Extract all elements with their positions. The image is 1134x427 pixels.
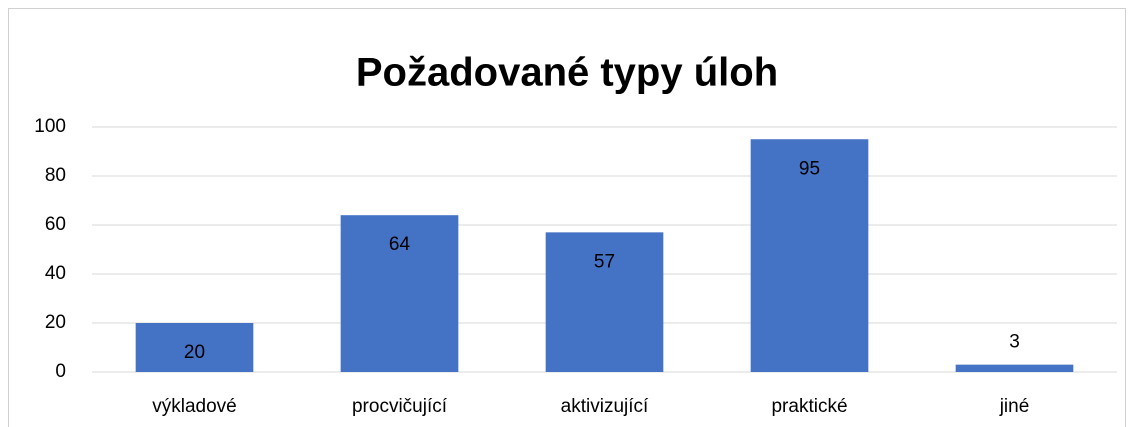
data-label: 57: [594, 251, 615, 272]
data-label: 3: [1009, 332, 1020, 353]
data-label: 95: [799, 158, 820, 179]
chart-title: Požadované typy úloh: [356, 51, 778, 95]
bar: [545, 232, 664, 372]
x-tick-label: procvičující: [352, 396, 448, 417]
x-tick-label: výkladové: [152, 396, 237, 417]
y-tick-label: 100: [34, 116, 66, 137]
y-tick-label: 0: [55, 361, 66, 382]
data-label: 64: [389, 234, 411, 255]
bar: [750, 139, 869, 372]
y-tick-label: 40: [45, 263, 66, 284]
y-tick-label: 20: [45, 312, 66, 333]
x-tick-label: jiné: [999, 396, 1030, 417]
bar: [135, 323, 254, 372]
y-tick-label: 80: [45, 165, 66, 186]
x-tick-label: aktivizující: [561, 396, 649, 417]
data-label: 20: [184, 342, 205, 363]
x-tick-label: praktické: [771, 396, 847, 417]
y-tick-label: 60: [45, 214, 66, 235]
bar: [340, 215, 459, 372]
bar: [955, 364, 1074, 372]
